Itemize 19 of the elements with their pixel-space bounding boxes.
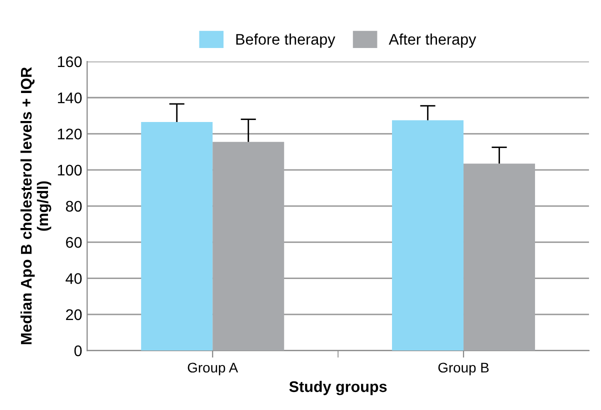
bar xyxy=(464,164,536,351)
y-tick-label: 60 xyxy=(66,237,82,248)
y-tick-label: 40 xyxy=(66,273,82,284)
x-tick-label: Group A xyxy=(188,362,238,376)
legend-label: After therapy xyxy=(388,34,476,48)
bar xyxy=(141,122,213,351)
y-tick-label: 160 xyxy=(58,56,82,68)
legend-label: Before therapy xyxy=(236,34,336,48)
bar xyxy=(392,120,464,351)
y-tick-label: 20 xyxy=(66,309,82,320)
bar xyxy=(212,142,284,351)
x-axis-title: Study groups xyxy=(289,380,387,396)
y-tick-label: 0 xyxy=(74,345,82,356)
y-tick-label: 100 xyxy=(58,164,82,176)
y-tick-label: 80 xyxy=(66,200,82,212)
y-tick-label: 140 xyxy=(58,92,82,104)
x-tick-label: Group B xyxy=(438,362,489,376)
y-axis-title: Median Apo B cholesterol levels + IQR (mg/dl) xyxy=(20,67,52,344)
y-tick-label: 120 xyxy=(58,128,82,140)
